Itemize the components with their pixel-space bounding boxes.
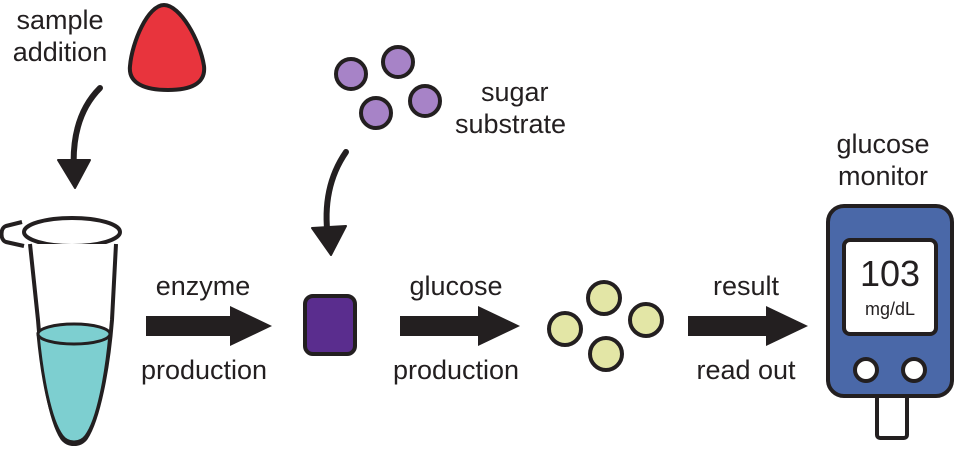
result-read-out-bottom: read out [696,355,796,385]
sugar-substrate-line-2: substrate [455,109,567,139]
glucose-monitor-label: glucose monitor [818,128,948,192]
glucose-production-bottom: production [392,355,520,385]
result-read-out-top: result [712,271,780,301]
sample-addition-label: sample addition [0,4,120,68]
sample-drop-icon [127,3,207,92]
sample-addition-line-2: addition [12,37,108,67]
enzyme-production-bottom: production [140,355,268,385]
arrow-sample-to-tube [57,85,103,189]
monitor-unit: mg/dL [864,299,916,319]
sample-addition-line-1: sample [16,5,104,35]
glucose-monitor-icon [826,204,954,440]
glucose-monitor-line-2: monitor [837,161,929,191]
glucose-monitor-line-1: glucose [836,129,930,159]
glucose-production-top: glucose [409,271,503,301]
enzyme-icon [303,294,357,356]
arrow-result-read-out [688,306,808,346]
monitor-reading: 103 [859,253,921,294]
arrow-glucose-production [400,306,520,346]
arrow-enzyme-production [146,306,272,346]
glucose-icon [547,280,664,372]
sugar-substrate-icon [334,45,442,130]
sugar-substrate-line-1: sugar [481,77,549,107]
enzyme-production-top: enzyme [155,271,251,301]
arrow-substrate-to-enzyme [311,149,349,256]
test-tube-icon [0,216,122,446]
sugar-substrate-label: sugar substrate [455,76,595,140]
